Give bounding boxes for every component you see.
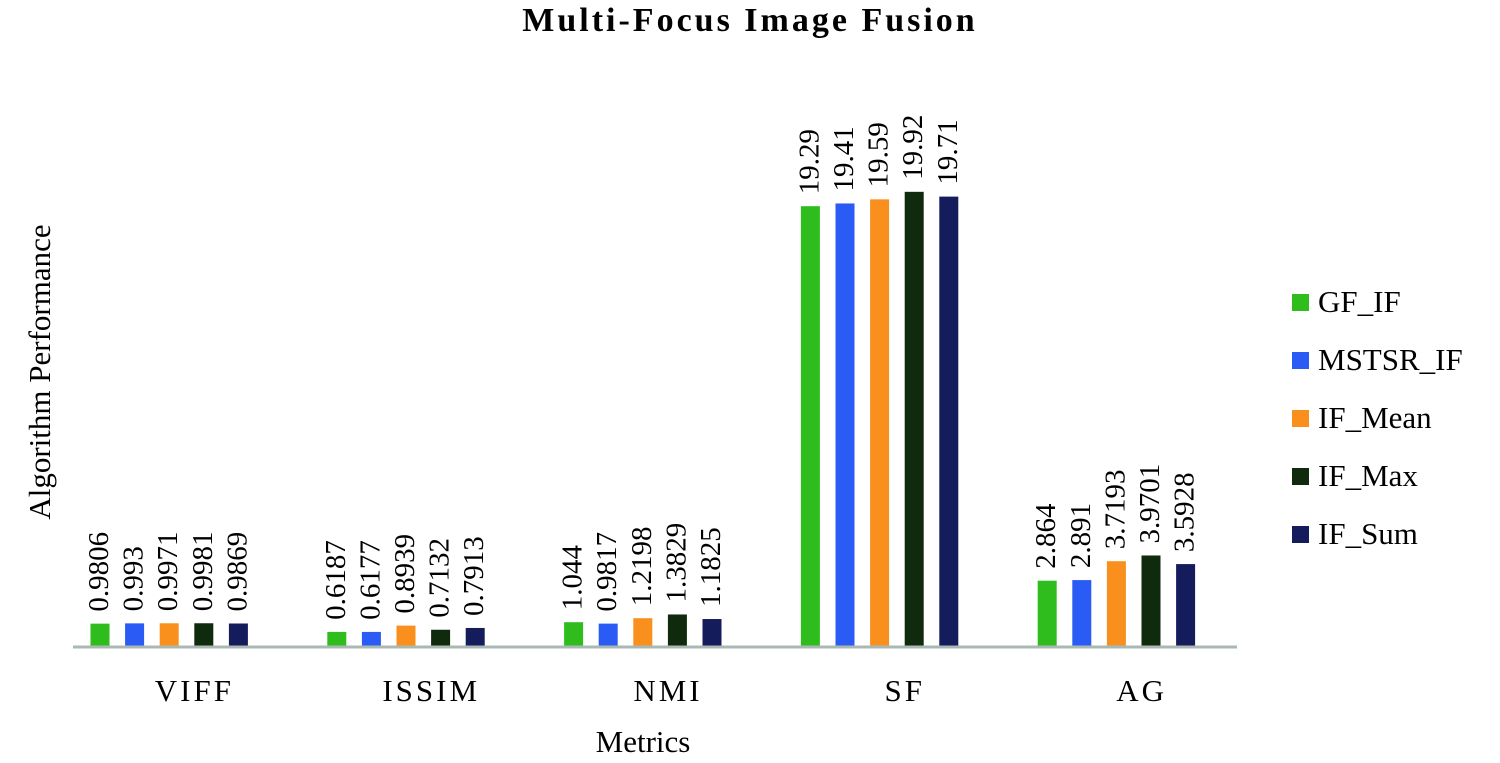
bar <box>1106 561 1126 646</box>
data-label: 19.41 <box>828 126 860 191</box>
bar <box>1141 555 1161 646</box>
legend-swatch <box>1292 468 1309 485</box>
bar <box>396 625 416 646</box>
bar <box>159 623 179 646</box>
legend-label: MSTSR_IF <box>1318 342 1463 377</box>
legend-label: IF_Sum <box>1318 516 1418 551</box>
x-tick-label: VIFF <box>155 673 234 708</box>
data-label: 0.6177 <box>354 540 386 620</box>
data-label: 1.3829 <box>660 523 692 603</box>
bar <box>633 618 653 646</box>
bar <box>361 631 381 646</box>
legend-label: IF_Max <box>1318 458 1418 493</box>
x-tick-label: SF <box>885 673 925 708</box>
bar <box>904 191 924 646</box>
data-label: 0.9971 <box>152 532 184 612</box>
bar <box>870 199 890 646</box>
x-tick-label: AG <box>1116 673 1167 708</box>
data-label: 3.9701 <box>1134 464 1166 544</box>
legend-label: IF_Mean <box>1318 400 1432 435</box>
bar <box>1072 580 1092 646</box>
bar <box>835 203 855 646</box>
bar <box>667 614 687 646</box>
bar <box>598 623 618 646</box>
bar <box>564 622 584 646</box>
legend-swatch <box>1292 410 1309 427</box>
data-label: 0.993 <box>118 546 150 611</box>
bar <box>90 623 110 646</box>
bar <box>702 619 722 646</box>
data-label: 19.59 <box>863 122 895 187</box>
bar <box>194 623 214 646</box>
data-label: 3.5928 <box>1169 472 1201 552</box>
data-label: 2.891 <box>1065 503 1097 568</box>
bar <box>465 627 485 646</box>
x-tick-label: ISSIM <box>382 673 480 708</box>
legend-swatch <box>1292 352 1309 369</box>
x-axis-label: Metrics <box>595 724 691 759</box>
bar <box>228 623 248 646</box>
data-label: 2.864 <box>1030 503 1062 569</box>
bar <box>939 196 959 646</box>
data-label: 0.9806 <box>83 532 115 612</box>
legend-swatch <box>1292 294 1309 311</box>
bar <box>431 629 451 646</box>
data-label: 1.2198 <box>626 526 658 606</box>
data-label: 1.1825 <box>695 527 727 607</box>
data-label: 0.7132 <box>424 538 456 618</box>
bar <box>1037 580 1057 646</box>
data-label: 19.92 <box>897 115 929 180</box>
data-label: 1.044 <box>557 544 589 610</box>
data-label: 19.29 <box>793 129 825 194</box>
data-label: 0.8939 <box>389 534 421 614</box>
data-label: 0.9869 <box>221 532 253 612</box>
bar <box>327 631 347 646</box>
data-label: 3.7193 <box>1099 469 1131 549</box>
legend-swatch <box>1292 526 1309 543</box>
bar <box>1176 564 1196 646</box>
data-label: 0.7913 <box>458 536 490 616</box>
data-label: 19.71 <box>932 119 964 184</box>
legend-label: GF_IF <box>1318 284 1401 319</box>
chart-title: Multi-Focus Image Fusion <box>522 2 978 39</box>
bar <box>800 206 820 647</box>
bar <box>125 623 145 646</box>
x-tick-label: NMI <box>633 673 702 708</box>
data-label: 0.6187 <box>320 540 352 620</box>
data-label: 0.9817 <box>591 532 623 612</box>
data-label: 0.9981 <box>187 531 219 611</box>
